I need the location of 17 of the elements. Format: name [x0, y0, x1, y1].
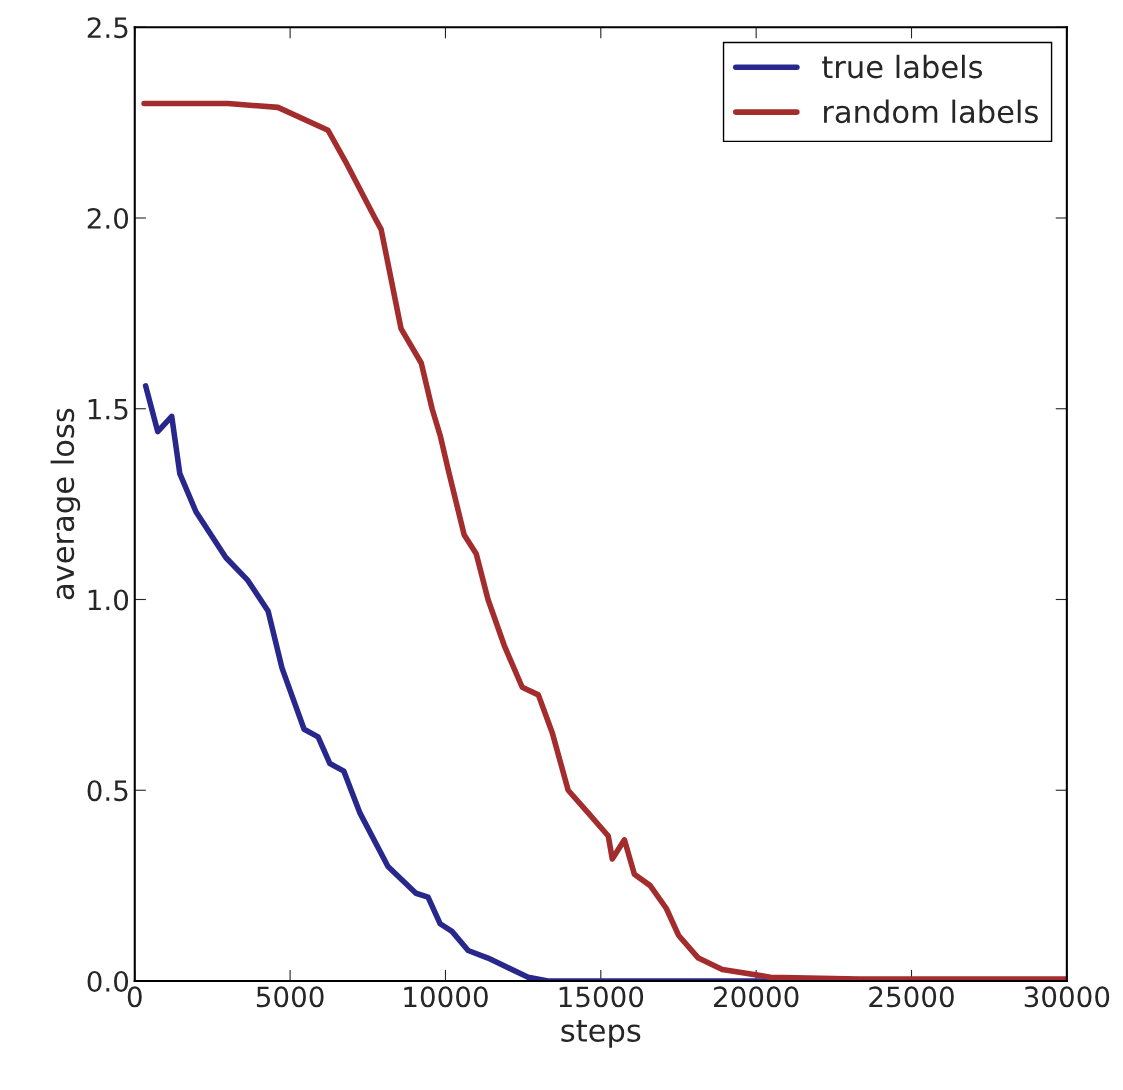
x-tick-label: 20000 — [714, 986, 799, 1008]
y-tick-label: 2.5 — [87, 17, 128, 39]
x-axis-title: steps — [561, 1020, 641, 1048]
x-tick-label: 15000 — [559, 986, 644, 1008]
x-tick-label: 5000 — [256, 986, 324, 1008]
x-tick-label: 10000 — [404, 986, 488, 1008]
y-tick-label: 2.0 — [87, 207, 129, 229]
y-tick-label: 0.5 — [87, 780, 128, 802]
y-tick-label: 1.0 — [88, 589, 129, 611]
legend-label: random labels — [824, 99, 1038, 124]
x-tick-label: 25000 — [869, 986, 954, 1008]
y-tick-label: 0.0 — [87, 970, 129, 992]
x-tick-label: 30000 — [1024, 986, 1110, 1008]
y-axis-title: average loss — [50, 408, 81, 600]
y-tick-label: 1.5 — [88, 399, 128, 420]
x-tick-label: 0 — [127, 986, 142, 1008]
legend-label: true labels — [822, 54, 983, 79]
